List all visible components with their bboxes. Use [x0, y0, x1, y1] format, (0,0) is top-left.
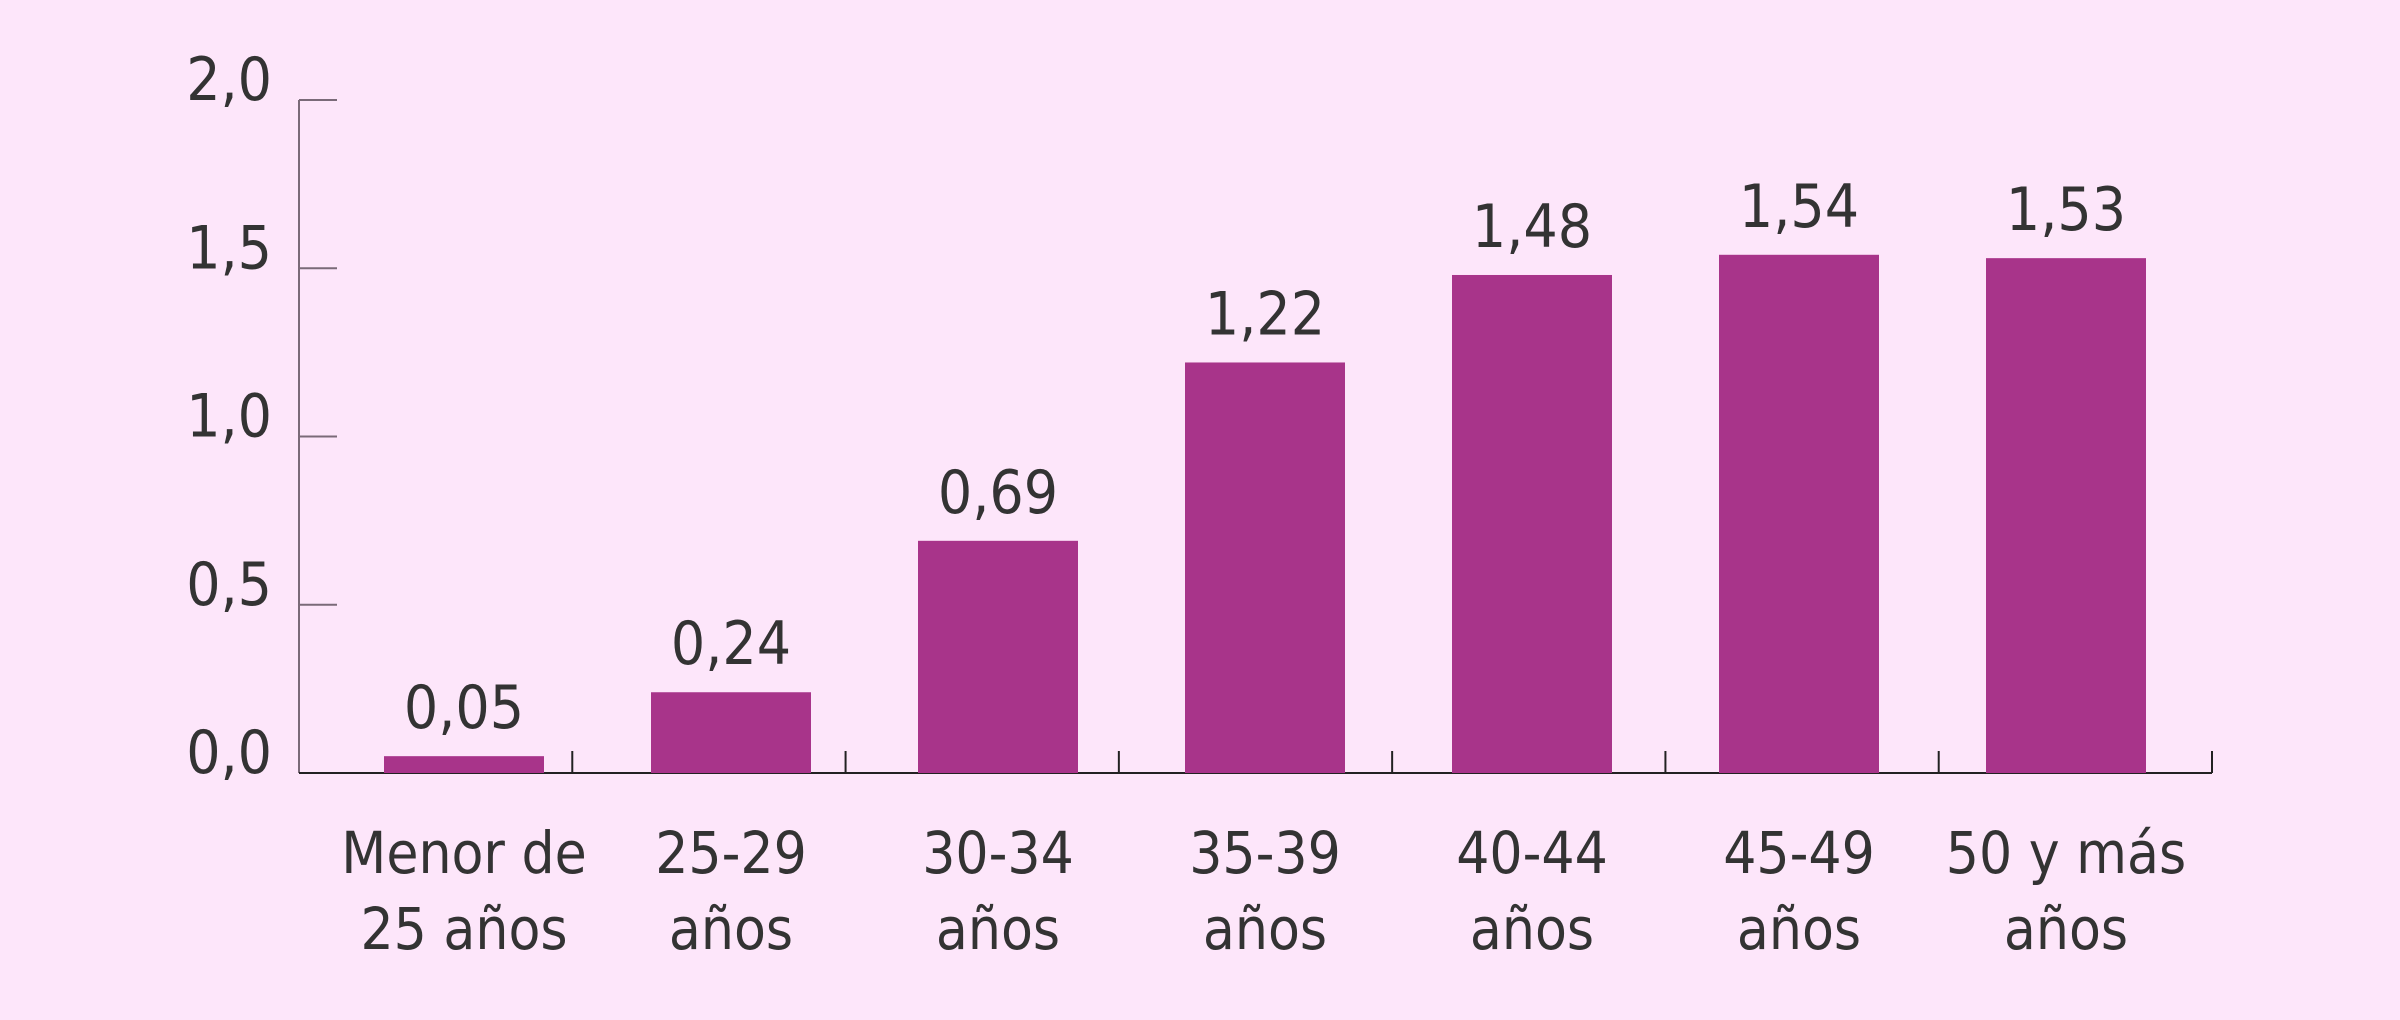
bar: [651, 692, 811, 773]
bar: [1185, 362, 1345, 773]
y-tick-label: 1,5: [186, 213, 272, 283]
bar: [918, 540, 1078, 773]
data-label: 1,22: [1205, 279, 1325, 349]
y-tick-label: 0,0: [186, 718, 272, 788]
data-label: 1,48: [1472, 192, 1592, 262]
x-tick-label: 30-34: [922, 819, 1074, 887]
x-tick-label: años: [669, 895, 793, 963]
x-tick-label: 25-29: [655, 819, 807, 887]
x-tick-label: 35-39: [1189, 819, 1341, 887]
x-tick-label: 50 y más: [1946, 819, 2186, 887]
x-tick-label: años: [1203, 895, 1327, 963]
y-tick-label: 0,5: [186, 550, 272, 620]
x-tick-label: años: [936, 895, 1060, 963]
bar: [384, 756, 544, 773]
bar: [1719, 254, 1879, 774]
data-label: 1,53: [2006, 175, 2126, 245]
y-tick-label: 1,0: [186, 382, 272, 452]
data-label: 1,54: [1739, 172, 1859, 242]
bar: [1986, 258, 2146, 773]
x-tick-label: 40-44: [1456, 819, 1608, 887]
data-label: 0,69: [938, 458, 1058, 528]
x-tick-label: años: [1737, 895, 1861, 963]
x-tick-label: 25 años: [360, 895, 567, 963]
data-label: 0,24: [671, 609, 791, 679]
x-tick-label: Menor de: [341, 819, 586, 887]
y-tick-label: 2,0: [186, 45, 272, 115]
data-label: 0,05: [404, 673, 524, 743]
x-tick-label: años: [1470, 895, 1594, 963]
x-tick-label: 45-49: [1723, 819, 1875, 887]
x-tick-label: años: [2004, 895, 2128, 963]
bar: [1452, 274, 1612, 773]
